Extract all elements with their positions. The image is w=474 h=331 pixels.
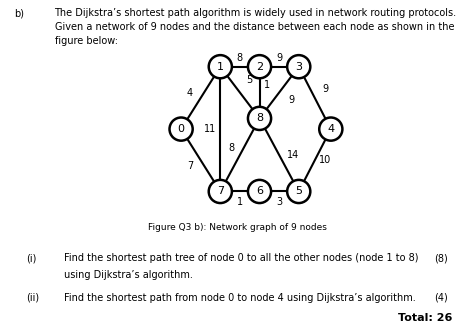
Text: 1: 1 bbox=[237, 197, 243, 207]
Text: 7: 7 bbox=[187, 161, 193, 170]
Text: 9: 9 bbox=[276, 53, 282, 63]
Text: 5: 5 bbox=[246, 75, 252, 85]
Text: Find the shortest path from node 0 to node 4 using Dijkstra’s algorithm.: Find the shortest path from node 0 to no… bbox=[64, 293, 416, 303]
Circle shape bbox=[287, 180, 310, 203]
Text: (4): (4) bbox=[434, 293, 448, 303]
Text: 2: 2 bbox=[256, 62, 263, 72]
Text: 1: 1 bbox=[217, 62, 224, 72]
Text: 14: 14 bbox=[287, 150, 300, 160]
Text: Total: 26: Total: 26 bbox=[398, 313, 453, 323]
Text: using Dijkstra’s algorithm.: using Dijkstra’s algorithm. bbox=[64, 270, 193, 280]
Circle shape bbox=[170, 118, 193, 141]
Circle shape bbox=[209, 180, 232, 203]
Text: 9: 9 bbox=[289, 95, 295, 105]
Text: 4: 4 bbox=[187, 88, 193, 98]
Text: The Dijkstra’s shortest path algorithm is widely used in network routing protoco: The Dijkstra’s shortest path algorithm i… bbox=[55, 8, 456, 46]
Text: 5: 5 bbox=[295, 186, 302, 197]
Text: (8): (8) bbox=[434, 253, 448, 263]
Circle shape bbox=[248, 180, 271, 203]
Text: (ii): (ii) bbox=[26, 293, 39, 303]
Text: 11: 11 bbox=[203, 124, 216, 134]
Text: 9: 9 bbox=[322, 84, 328, 94]
Text: b): b) bbox=[14, 8, 24, 18]
Text: 8: 8 bbox=[256, 114, 263, 123]
Text: 8: 8 bbox=[237, 53, 243, 63]
Text: Figure Q3 b): Network graph of 9 nodes: Figure Q3 b): Network graph of 9 nodes bbox=[147, 223, 327, 232]
Text: 7: 7 bbox=[217, 186, 224, 197]
Text: 0: 0 bbox=[178, 124, 184, 134]
Text: (i): (i) bbox=[26, 253, 36, 263]
Circle shape bbox=[248, 107, 271, 130]
Text: 3: 3 bbox=[276, 197, 282, 207]
Text: Find the shortest path tree of node 0 to all the other nodes (node 1 to 8): Find the shortest path tree of node 0 to… bbox=[64, 253, 419, 263]
Text: 8: 8 bbox=[228, 143, 234, 153]
Text: 10: 10 bbox=[319, 155, 332, 165]
Text: 4: 4 bbox=[327, 124, 334, 134]
Circle shape bbox=[248, 55, 271, 78]
Circle shape bbox=[287, 55, 310, 78]
Circle shape bbox=[319, 118, 342, 141]
Text: 3: 3 bbox=[295, 62, 302, 72]
Circle shape bbox=[209, 55, 232, 78]
Text: 6: 6 bbox=[256, 186, 263, 197]
Text: 1: 1 bbox=[264, 80, 270, 90]
